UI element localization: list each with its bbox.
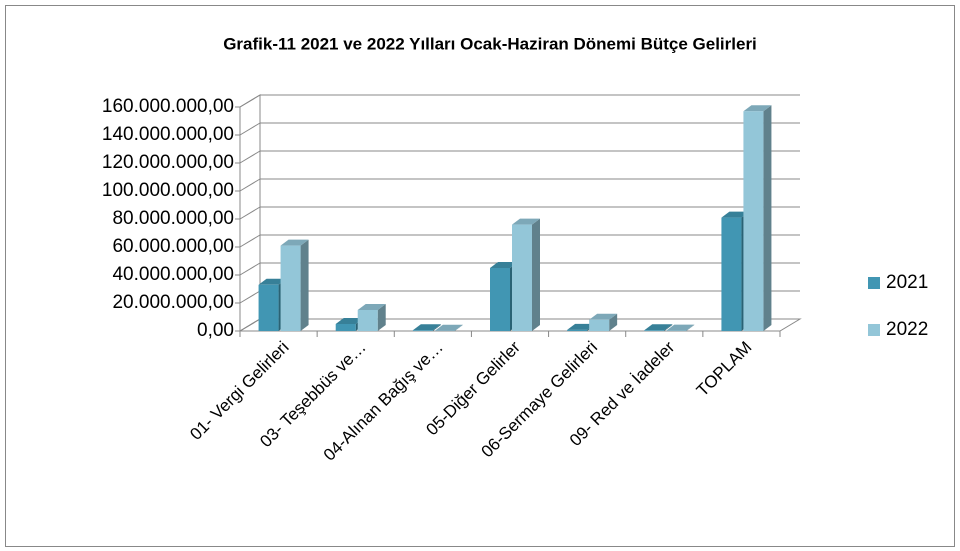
bar-top bbox=[644, 324, 673, 331]
y-tick-label: 40.000.000,00 bbox=[112, 264, 234, 285]
bar bbox=[644, 324, 673, 331]
bar-top bbox=[490, 262, 518, 268]
y-tick-label: 100.000.000,00 bbox=[102, 180, 234, 201]
bar bbox=[512, 218, 540, 331]
bar-front bbox=[357, 310, 378, 331]
chart-border bbox=[5, 5, 955, 547]
chart-title: Grafik-11 2021 ve 2022 Yılları Ocak-Hazi… bbox=[223, 34, 757, 53]
bar-top bbox=[335, 318, 364, 324]
bar-top bbox=[412, 324, 441, 331]
bar-top bbox=[280, 239, 309, 246]
grid-line-side bbox=[239, 290, 261, 304]
bar bbox=[280, 239, 309, 331]
bar-side bbox=[763, 105, 772, 331]
bar-top bbox=[258, 278, 287, 285]
bar-side bbox=[532, 218, 540, 331]
y-tick-label: 20.000.000,00 bbox=[112, 292, 234, 313]
grid-line-side bbox=[239, 150, 261, 164]
grid-line-side bbox=[239, 94, 261, 108]
bar-front bbox=[280, 245, 301, 331]
grid-line-side bbox=[239, 262, 261, 276]
bar bbox=[589, 313, 618, 331]
bar-top bbox=[666, 324, 695, 331]
legend-label: 2021 bbox=[886, 272, 928, 293]
bar-front bbox=[335, 324, 356, 331]
bar-front bbox=[589, 319, 610, 331]
bar-side bbox=[432, 324, 441, 331]
bar bbox=[434, 324, 463, 331]
bar-side bbox=[664, 324, 673, 331]
bar bbox=[357, 304, 386, 331]
bar-top bbox=[567, 323, 596, 330]
y-tick-label: 160.000.000,00 bbox=[102, 96, 234, 117]
bar-top bbox=[434, 324, 463, 331]
bar-front bbox=[644, 330, 665, 331]
bar-top bbox=[589, 313, 618, 320]
bar-side bbox=[686, 324, 695, 331]
y-tick-label: 140.000.000,00 bbox=[102, 124, 234, 145]
legend-swatch bbox=[868, 277, 880, 289]
bar-front bbox=[412, 330, 433, 331]
bar-side bbox=[454, 324, 463, 331]
bar-front bbox=[512, 224, 532, 331]
y-tick-label: 60.000.000,00 bbox=[112, 236, 234, 257]
grid-line-side bbox=[239, 318, 261, 332]
y-tick-label: 120.000.000,00 bbox=[102, 152, 234, 173]
bar-front bbox=[567, 329, 588, 331]
bar bbox=[666, 324, 695, 331]
grid-line-side bbox=[239, 234, 261, 248]
bar-side bbox=[300, 239, 309, 331]
bar-front bbox=[743, 111, 764, 331]
bar-front bbox=[490, 268, 510, 331]
grid-line-side bbox=[239, 206, 261, 220]
y-tick-label: 0,00 bbox=[197, 320, 234, 341]
bar-side bbox=[377, 304, 386, 331]
grid-line-side bbox=[239, 122, 261, 136]
bar-top bbox=[743, 105, 772, 112]
grid-line-side bbox=[239, 178, 261, 192]
bar bbox=[412, 324, 441, 331]
bar-top bbox=[721, 211, 750, 218]
legend-label: 2022 bbox=[886, 319, 928, 340]
bar-front bbox=[721, 217, 742, 331]
bar-top bbox=[512, 218, 540, 225]
bar bbox=[743, 105, 772, 331]
bar-front bbox=[258, 284, 279, 331]
bar-side bbox=[609, 313, 618, 331]
legend-swatch bbox=[868, 324, 880, 336]
bar-top bbox=[357, 304, 386, 310]
y-tick-label: 80.000.000,00 bbox=[112, 208, 234, 229]
